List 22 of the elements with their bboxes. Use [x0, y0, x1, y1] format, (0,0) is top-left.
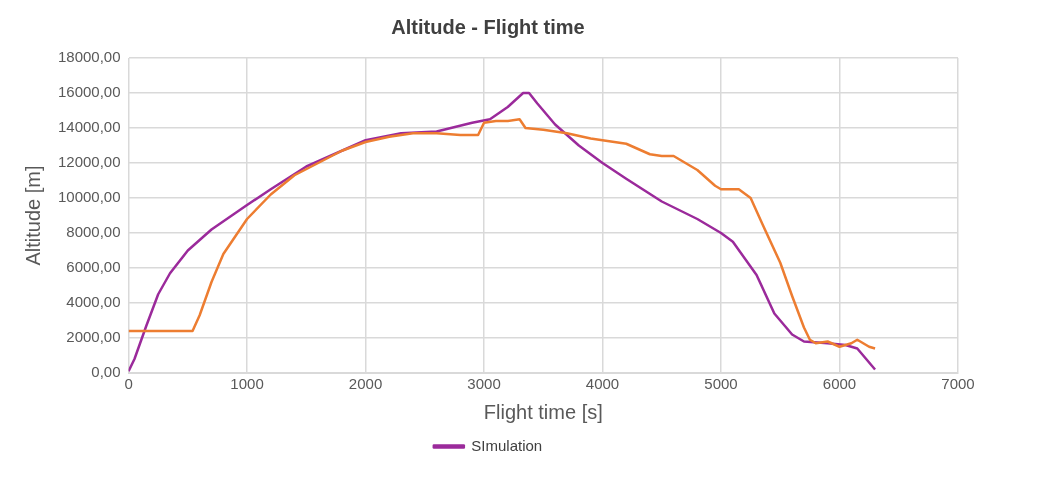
y-tick-label: 2000,00: [66, 328, 121, 346]
x-tick-label: 5000: [704, 375, 738, 393]
y-tick-label: 6000,00: [66, 258, 121, 276]
x-tick-label: 2000: [348, 375, 383, 393]
y-tick-label: 12000,00: [57, 153, 121, 171]
y-tick-label: 0,00: [91, 363, 121, 381]
y-axis-title: Altitude [m]: [21, 165, 44, 266]
y-tick-label: 4000,00: [66, 293, 121, 311]
x-tick-label: 0: [124, 375, 133, 393]
x-tick-label: 6000: [822, 375, 857, 393]
y-tick-label: 10000,00: [57, 188, 121, 206]
x-tick-label: 7000: [941, 375, 975, 393]
x-axis-title: Flight time [s]: [483, 400, 603, 423]
x-tick-label: 4000: [585, 375, 620, 393]
legend-label: SImulation: [471, 436, 543, 454]
y-tick-label: 18000,00: [57, 48, 121, 66]
x-tick-label: 1000: [230, 375, 264, 393]
y-tick-label: 8000,00: [66, 223, 121, 241]
x-tick-label: 3000: [467, 375, 501, 393]
chart-title: Altitude - Flight time: [391, 15, 585, 38]
y-tick-label: 14000,00: [57, 118, 121, 136]
y-tick-label: 16000,00: [57, 83, 121, 101]
